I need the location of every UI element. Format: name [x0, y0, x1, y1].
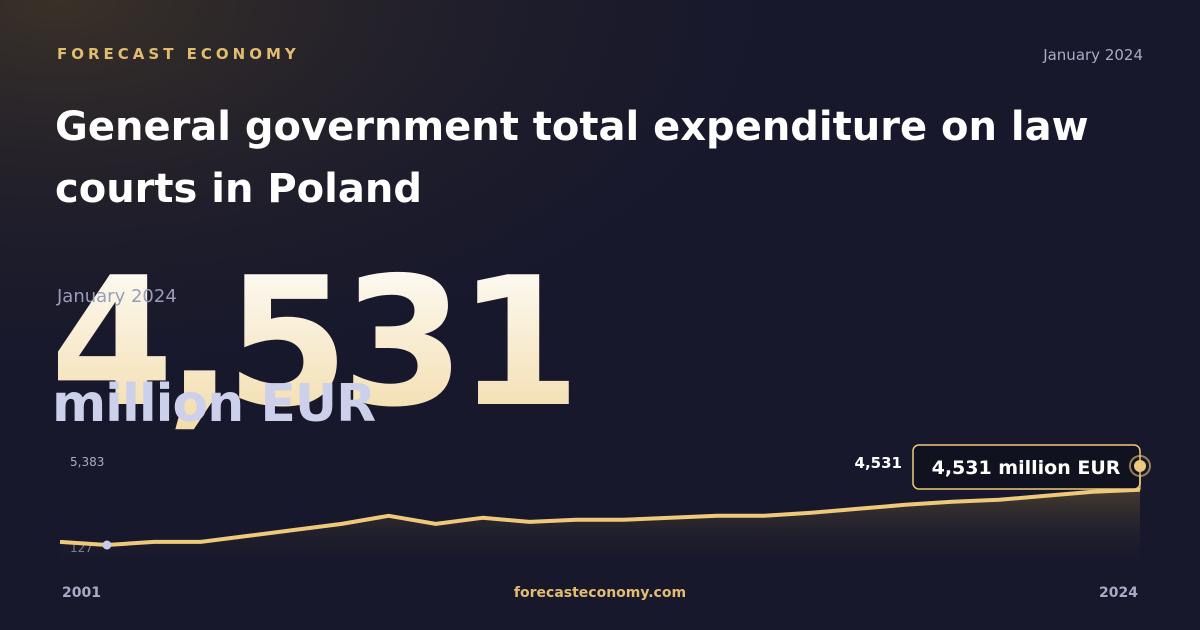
brand: FORECAST ECONOMY	[57, 45, 300, 63]
x-tick-label: 2024	[1099, 585, 1138, 601]
latest-label: 4,531	[855, 454, 902, 472]
footer: forecasteconomy.com	[514, 585, 686, 601]
headline-date: January 2024	[56, 286, 177, 307]
title-box: General government total expenditure on …	[55, 104, 1089, 212]
min-point	[102, 540, 112, 550]
y-tick-label: 5,383	[70, 455, 104, 469]
headline-value: 4,531	[50, 239, 573, 446]
headline-unit: million EUR	[52, 374, 375, 434]
date: January 2024	[1042, 46, 1143, 64]
chart-title: General government total expenditure on …	[55, 104, 1089, 212]
line	[59, 487, 1141, 547]
callout: 4,531 million EUR	[932, 457, 1121, 479]
x-tick-label: 2001	[62, 585, 101, 601]
end-point	[1134, 460, 1146, 472]
